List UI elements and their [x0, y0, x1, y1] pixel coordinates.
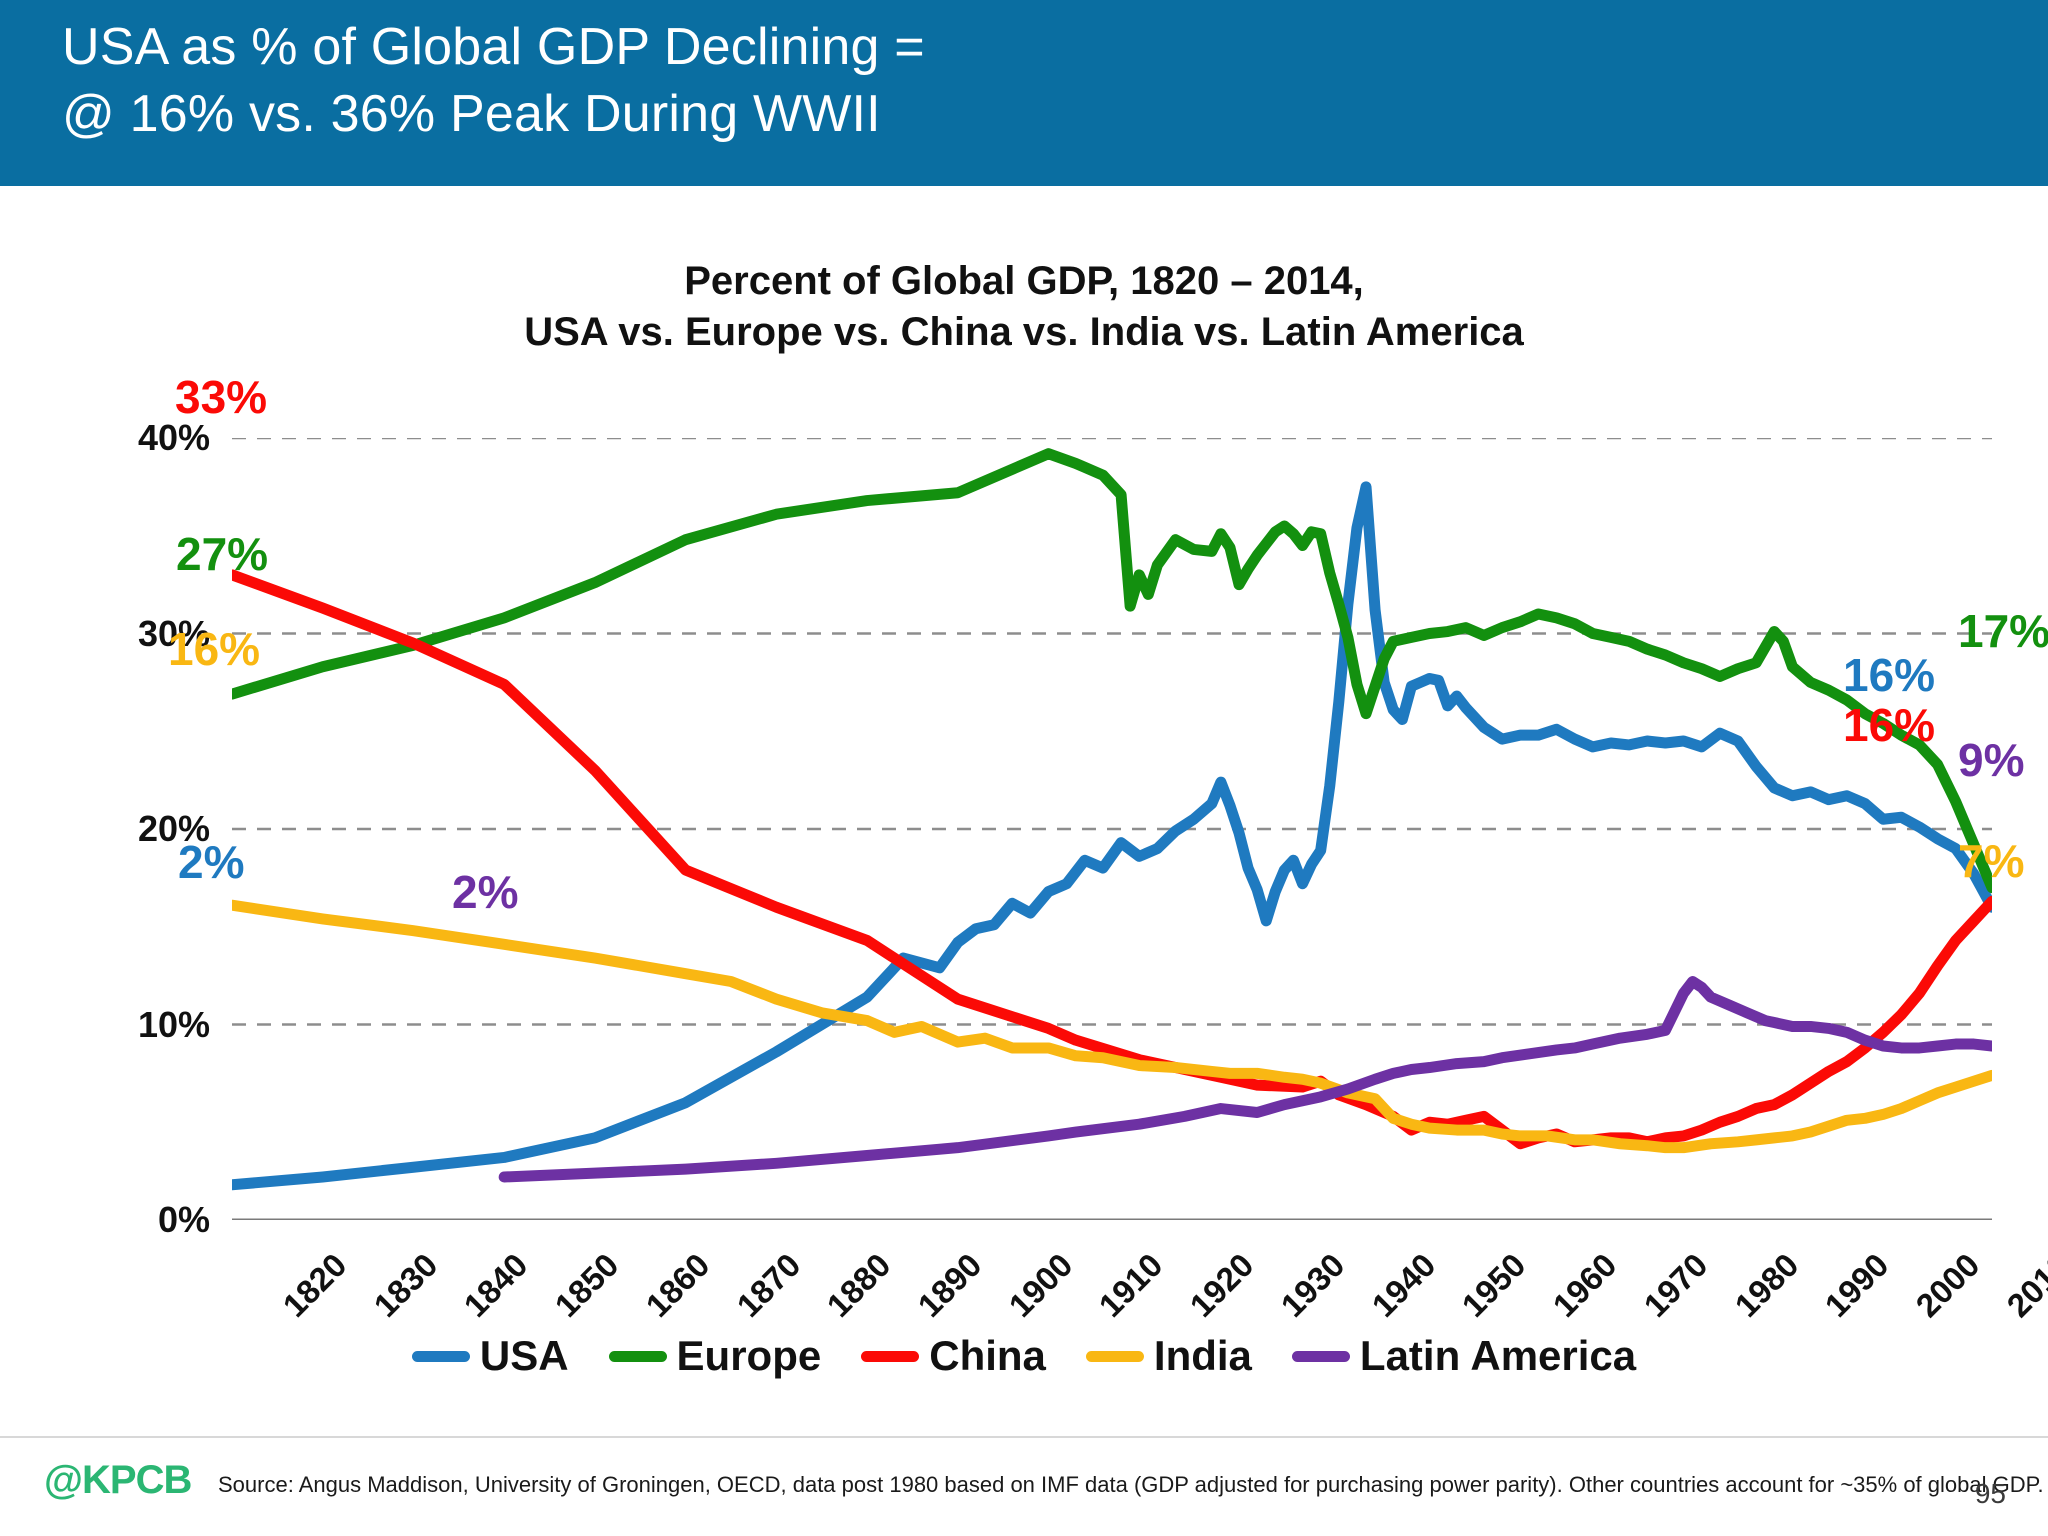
legend-label: India	[1153, 1332, 1252, 1379]
annotation-latam-end: 9%	[1958, 734, 2025, 786]
annotation-india-end: 7%	[1958, 835, 2025, 887]
x-axis-label: 1940	[1364, 1246, 1443, 1325]
annotation-latam-start: 2%	[452, 866, 519, 918]
slide-header: USA as % of Global GDP Declining = @ 16%…	[0, 0, 2048, 186]
legend-item-india[interactable]: India	[1085, 1332, 1252, 1380]
series-line-india	[232, 899, 1992, 1154]
x-axis-label: 1900	[1001, 1246, 1080, 1325]
x-axis-label: 1980	[1727, 1246, 1806, 1325]
annotation-china-end: 16%	[1843, 699, 1936, 751]
header-title-line2: @ 16% vs. 36% Peak During WWII	[62, 84, 881, 143]
y-axis-label: 20%	[137, 808, 210, 849]
legend-swatch-icon	[608, 1350, 667, 1362]
x-axis-label: 1890	[910, 1246, 989, 1325]
legend-swatch-icon	[861, 1350, 920, 1362]
legend-label: Latin America	[1359, 1332, 1637, 1379]
annotation-usa-start: 2%	[178, 836, 245, 888]
x-axis-label: 1850	[547, 1246, 626, 1325]
y-axis-label: 40%	[137, 417, 210, 458]
x-axis-label: 1950	[1454, 1246, 1533, 1325]
y-axis-label: 10%	[137, 1003, 210, 1045]
x-axis-label: 1860	[638, 1246, 717, 1325]
x-axis-label: 1970	[1636, 1246, 1715, 1325]
annotation-usa-end: 16%	[1843, 649, 1936, 701]
legend-label: Europe	[676, 1332, 822, 1379]
series-line-latin-america	[498, 975, 1992, 1183]
chart-title-line2: USA vs. Europe vs. China vs. India vs. L…	[524, 310, 1524, 355]
x-axis-label: 2000	[1908, 1246, 1987, 1325]
x-axis-label: 2010	[1999, 1246, 2048, 1325]
x-axis-label: 1920	[1182, 1246, 1261, 1325]
legend-item-europe[interactable]: Europe	[608, 1332, 822, 1380]
header-title-line1: USA as % of Global GDP Declining =	[62, 18, 925, 76]
x-axis-label: 1930	[1273, 1246, 1352, 1325]
footer-divider	[0, 1436, 2048, 1438]
x-axis-label: 1870	[729, 1246, 808, 1325]
x-axis-label: 1820	[275, 1246, 354, 1325]
series-line-europe	[232, 448, 1992, 894]
legend-swatch-icon	[1291, 1350, 1350, 1362]
legend-label: USA	[479, 1332, 569, 1379]
x-axis-label: 1960	[1545, 1246, 1624, 1325]
legend-item-usa[interactable]: USA	[411, 1332, 569, 1380]
chart-title-line1: Percent of Global GDP, 1820 – 2014,	[684, 259, 1364, 303]
annotation-china-start: 33%	[175, 371, 268, 423]
legend-item-china[interactable]: China	[861, 1332, 1046, 1380]
x-axis-label: 1840	[456, 1246, 536, 1325]
x-axis-label: 1910	[1091, 1246, 1171, 1325]
chart-legend: USA Europe China India Latin America	[0, 1332, 2048, 1380]
source-note: Source: Angus Maddison, University of Gr…	[218, 1472, 2044, 1497]
line-chart-svg	[232, 438, 1992, 1220]
page-number: 95	[1974, 1478, 2006, 1509]
legend-swatch-icon	[1085, 1350, 1144, 1362]
series-line-usa	[232, 481, 1992, 1191]
chart-title: Percent of Global GDP, 1820 – 2014, USA …	[0, 256, 2048, 358]
x-axis-label: 1990	[1817, 1246, 1896, 1325]
annotation-india-start: 16%	[168, 623, 261, 675]
y-axis-label: 0%	[157, 1199, 210, 1240]
legend-swatch-icon	[411, 1350, 470, 1362]
x-axis-label: 1880	[819, 1246, 898, 1325]
legend-label: China	[929, 1332, 1046, 1379]
chart-plot-area: 0% 10% 20% 30% 40% 1820 1830 1840 1850 1860 1870 18…	[138, 417, 2048, 1324]
y-axis-label: 30%	[137, 612, 210, 654]
x-axis-label: 1830	[366, 1246, 445, 1325]
annotation-europe-start: 27%	[176, 528, 269, 580]
annotation-europe-end: 17%	[1958, 605, 2048, 657]
legend-item-latin-america[interactable]: Latin America	[1291, 1332, 1637, 1380]
kpcb-logo: @KPCB	[44, 1458, 192, 1502]
